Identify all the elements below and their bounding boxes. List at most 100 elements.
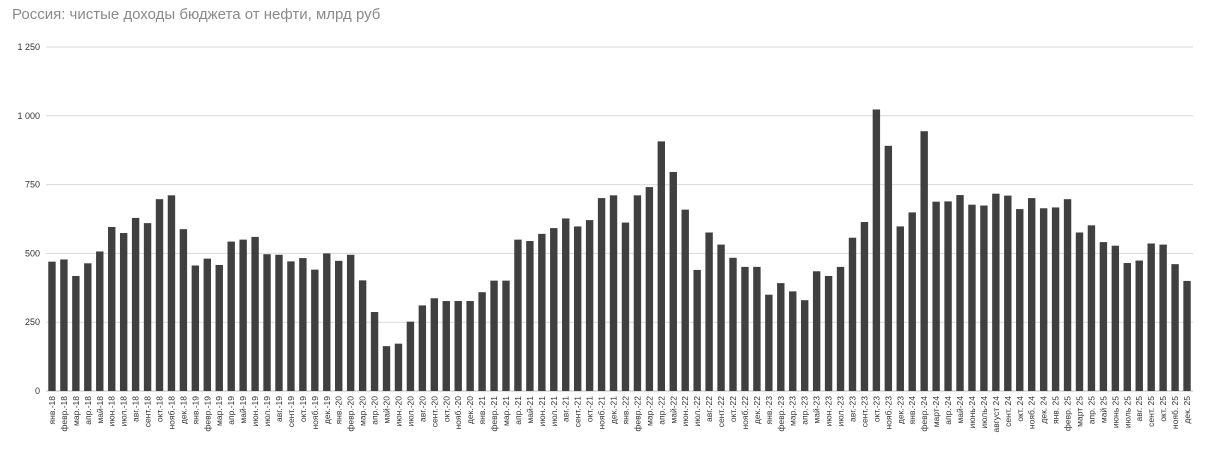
bar bbox=[299, 258, 307, 391]
bar bbox=[108, 226, 116, 391]
bar bbox=[1123, 263, 1131, 391]
x-tick-label: май-19 bbox=[238, 396, 248, 424]
x-tick-label: янв.-18 bbox=[47, 396, 57, 425]
x-tick-label: сент.-21 bbox=[573, 396, 583, 428]
bar bbox=[514, 239, 522, 391]
x-tick-label: авг.-23 bbox=[847, 396, 857, 422]
x-tick-label: июль-24 bbox=[979, 396, 989, 429]
bar bbox=[681, 209, 689, 391]
x-tick-label: дек.-21 bbox=[609, 396, 619, 424]
bar bbox=[705, 232, 713, 391]
bar bbox=[693, 269, 701, 391]
bar bbox=[323, 253, 331, 391]
bar bbox=[418, 305, 427, 391]
bar bbox=[1135, 260, 1143, 391]
bar bbox=[585, 220, 594, 391]
bar bbox=[406, 321, 415, 391]
x-tick-label: апр.-19 bbox=[226, 396, 236, 425]
bar bbox=[287, 261, 295, 391]
x-tick-label: окт. 25 bbox=[1158, 396, 1168, 422]
x-tick-label: мар.-23 bbox=[788, 396, 798, 426]
y-axis-ticks: 0 250 500 750 1 000 1 250 bbox=[17, 42, 40, 396]
x-tick-label: мар.-18 bbox=[71, 396, 81, 426]
x-tick-label: июн.-22 bbox=[680, 396, 690, 427]
bar bbox=[884, 145, 893, 391]
bar bbox=[741, 266, 749, 391]
gridlines bbox=[46, 46, 1193, 392]
bar bbox=[490, 280, 498, 391]
x-tick-label: июнь 25 bbox=[1110, 396, 1120, 428]
bar bbox=[526, 241, 534, 391]
bar bbox=[1099, 242, 1108, 391]
bar bbox=[765, 294, 773, 391]
bar bbox=[72, 275, 80, 391]
x-tick-label: дек. 24 bbox=[1039, 396, 1049, 424]
x-tick-label: июл.-22 bbox=[692, 396, 702, 427]
x-tick-label: август 24 bbox=[991, 396, 1001, 433]
bar bbox=[633, 195, 642, 391]
x-tick-label: июл.-23 bbox=[836, 396, 846, 427]
bar bbox=[1183, 280, 1191, 391]
x-tick-label: февр.-21 bbox=[489, 396, 499, 432]
bar bbox=[645, 187, 654, 391]
bar bbox=[1016, 209, 1024, 391]
bar bbox=[980, 205, 988, 391]
x-tick-label: авг.-18 bbox=[131, 396, 141, 422]
x-tick-label: окт.-20 bbox=[441, 396, 451, 422]
bar bbox=[777, 283, 785, 391]
bar bbox=[932, 201, 940, 391]
x-tick-label: нояб. 24 bbox=[1027, 396, 1037, 429]
x-tick-label: окт.-22 bbox=[728, 396, 738, 422]
y-tick-label: 1 000 bbox=[17, 111, 40, 121]
x-tick-label: июн.-20 bbox=[393, 396, 403, 427]
x-tick-label: нояб.-18 bbox=[166, 396, 176, 430]
x-tick-label: окт.-18 bbox=[155, 396, 165, 422]
bar bbox=[1027, 198, 1036, 391]
bar bbox=[430, 298, 439, 391]
bar bbox=[143, 223, 152, 391]
x-tick-label: сент.-22 bbox=[716, 396, 726, 428]
bar bbox=[621, 222, 630, 391]
bar bbox=[1159, 244, 1167, 391]
bar bbox=[836, 266, 845, 391]
y-tick-label: 750 bbox=[25, 180, 40, 190]
x-tick-label: июн.-18 bbox=[107, 396, 117, 427]
bar bbox=[669, 171, 677, 391]
bar bbox=[131, 217, 140, 391]
x-tick-label: февр.-20 bbox=[346, 396, 356, 432]
x-tick-label: нояб. 25 bbox=[1170, 396, 1180, 429]
x-tick-label: янв.-24 bbox=[907, 396, 917, 425]
bar bbox=[657, 141, 666, 391]
x-tick-label: дек.-18 bbox=[178, 396, 188, 424]
bar bbox=[1063, 199, 1072, 391]
x-tick-label: июн.-23 bbox=[824, 396, 834, 427]
x-tick-label: дек.-19 bbox=[322, 396, 332, 424]
bar bbox=[203, 258, 212, 391]
bar bbox=[502, 280, 510, 391]
x-tick-label: сент.-20 bbox=[429, 396, 439, 428]
bar bbox=[800, 300, 809, 391]
bar bbox=[729, 257, 737, 391]
x-tick-label: сент.-23 bbox=[859, 396, 869, 428]
bar bbox=[1111, 245, 1120, 391]
x-tick-label: апр.-24 bbox=[943, 396, 953, 425]
x-tick-label: авг.-22 bbox=[704, 396, 714, 422]
x-tick-label: июл.-20 bbox=[405, 396, 415, 427]
bar bbox=[968, 204, 976, 391]
bar bbox=[263, 254, 271, 391]
x-tick-label: дек.-22 bbox=[752, 396, 762, 424]
x-tick-label: июль 25 bbox=[1122, 396, 1132, 428]
x-tick-label: февр.-18 bbox=[59, 396, 69, 432]
x-tick-label: май 25 bbox=[1098, 396, 1108, 423]
x-tick-label: февр.-19 bbox=[202, 396, 212, 432]
x-tick-label: дек.-20 bbox=[465, 396, 475, 424]
x-tick-label: мар.-22 bbox=[644, 396, 654, 426]
bar bbox=[466, 301, 474, 391]
x-tick-label: апр.-23 bbox=[800, 396, 810, 425]
bar bbox=[944, 201, 952, 391]
x-tick-label: окт. 24 bbox=[1015, 396, 1025, 422]
x-tick-label: июл.-19 bbox=[262, 396, 272, 427]
bar bbox=[382, 346, 391, 391]
bars bbox=[48, 109, 1191, 392]
